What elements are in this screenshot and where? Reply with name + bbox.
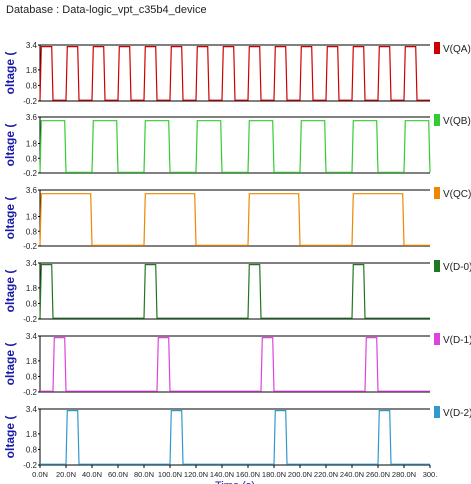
y-tick-label: 1.8 (26, 140, 38, 149)
x-tick-label: 40.0N (82, 470, 102, 479)
legend-label: V(QA) (443, 44, 471, 55)
y-tick-label: 3.4 (26, 405, 38, 414)
y-tick-label: 3.4 (26, 259, 38, 268)
panel-6: 3.4 1.8 0.8 -0.2 oltage ( V(D-2) (3, 405, 471, 470)
y-tick-label: 3.4 (26, 332, 38, 341)
database-title: Database : Data-logic_vpt_c35b4_device (6, 4, 207, 16)
y-tick-label: 1.8 (26, 213, 38, 222)
y-axis-label: oltage ( (3, 197, 17, 240)
x-tick-label: 140.0N (210, 470, 234, 479)
y-axis-label: oltage ( (3, 124, 17, 167)
x-tick-label: 120.0N (184, 470, 208, 479)
legend-label: V(QC) (443, 189, 471, 200)
y-tick-label: -0.2 (23, 242, 37, 251)
y-tick-label: -0.2 (23, 388, 37, 397)
x-tick-label: 60.0N (108, 470, 128, 479)
panel-4: 3.4 1.8 0.8 -0.2 oltage ( V(D-0) (3, 259, 471, 324)
y-tick-label: 0.8 (26, 227, 38, 236)
x-tick-label: 80.0N (134, 470, 154, 479)
panel-3: 3.6 1.8 0.8 -0.2 oltage ( V(QC) (3, 186, 471, 251)
y-tick-label: 0.8 (26, 81, 38, 90)
y-tick-label: -0.2 (23, 97, 37, 106)
x-tick-label: 300. (423, 470, 438, 479)
y-tick-label: 1.8 (26, 430, 38, 439)
legend-swatch (434, 406, 440, 418)
y-tick-label: 0.8 (26, 299, 38, 308)
y-axis-label: oltage ( (3, 416, 17, 459)
x-tick-label: 160.0N (236, 470, 260, 479)
legend-swatch (434, 333, 440, 345)
y-tick-label: 3.6 (26, 186, 38, 195)
legend-label: V(D-1) (443, 335, 471, 346)
panel-2: 3.6 1.8 0.8 -0.2 oltage ( V(QB) (3, 113, 471, 178)
y-tick-label: -0.2 (23, 315, 37, 324)
y-tick-label: -0.2 (23, 169, 37, 178)
y-axis-label: oltage ( (3, 270, 17, 313)
y-tick-label: 0.8 (26, 154, 38, 163)
y-tick-label: 1.8 (26, 284, 38, 293)
series-line-v-qa- (39, 46, 430, 101)
series-line-v-d-1- (40, 337, 430, 392)
y-axis-label: oltage ( (3, 52, 17, 95)
panel-5: 3.4 1.8 0.8 -0.2 oltage ( V(D-1) (3, 332, 471, 397)
series-line-v-d-0- (39, 264, 430, 319)
panel-1: 3.4 1.8 0.8 -0.2 oltage ( V(QA) (3, 41, 471, 106)
series-line-v-qc- (39, 193, 430, 246)
x-tick-label: 260.0N (366, 470, 390, 479)
legend-label: V(D-2) (443, 408, 471, 419)
x-tick-label: 100.0N (158, 470, 182, 479)
y-tick-label: 3.4 (26, 41, 38, 50)
x-tick-label: 180.0N (262, 470, 286, 479)
legend-swatch (434, 114, 440, 126)
y-tick-label: 0.8 (26, 372, 38, 381)
x-tick-label: 20.0N (56, 470, 76, 479)
legend-label: V(D-0) (443, 262, 471, 273)
series-line-v-qb- (39, 120, 431, 173)
legend-swatch (434, 187, 440, 199)
x-tick-label: 200.0N (288, 470, 312, 479)
x-tick-label: 240.0N (340, 470, 364, 479)
legend-label: V(QB) (443, 116, 471, 127)
x-tick-label: 0.0N (32, 470, 48, 479)
series-line-v-d-2- (40, 410, 430, 465)
x-tick-label: 280.0N (392, 470, 416, 479)
legend-swatch (434, 42, 440, 54)
y-tick-label: -0.2 (23, 461, 37, 470)
legend-swatch (434, 260, 440, 272)
y-tick-label: 0.8 (26, 445, 38, 454)
y-tick-label: 3.6 (26, 113, 38, 122)
x-tick-label: 220.0N (314, 470, 338, 479)
y-tick-label: 1.8 (26, 357, 38, 366)
y-tick-label: 1.8 (26, 66, 38, 75)
x-axis-label: Time (s) (215, 480, 255, 484)
y-axis-label: oltage ( (3, 343, 17, 386)
